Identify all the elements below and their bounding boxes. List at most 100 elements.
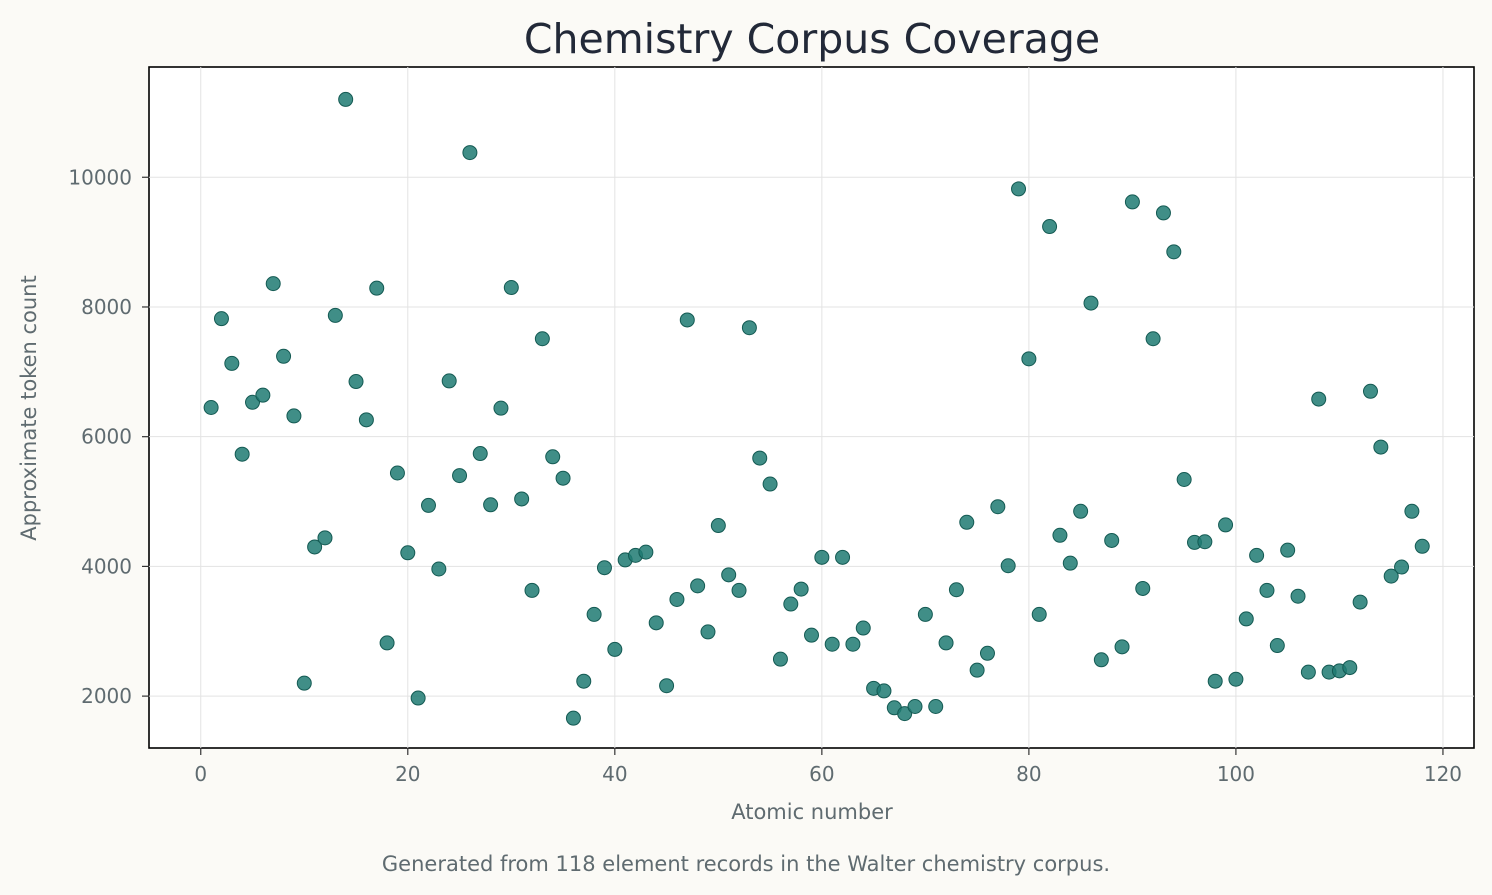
data-point	[1207, 673, 1223, 689]
data-point	[762, 476, 778, 492]
data-point	[669, 591, 685, 607]
x-tick-label: 100	[1217, 762, 1255, 786]
data-point	[1404, 503, 1420, 519]
data-point	[948, 582, 964, 598]
data-point	[389, 465, 405, 481]
data-point	[824, 636, 840, 652]
data-point	[1093, 652, 1109, 668]
data-point	[1124, 194, 1140, 210]
data-point	[420, 497, 436, 513]
data-point	[1311, 391, 1327, 407]
data-point	[472, 446, 488, 462]
grid-overlay	[149, 67, 1474, 748]
data-point	[731, 582, 747, 598]
data-point	[276, 348, 292, 364]
data-point	[793, 581, 809, 597]
data-point	[917, 606, 933, 622]
data-point	[441, 373, 457, 389]
data-point	[317, 530, 333, 546]
x-axis-label: Atomic number	[731, 800, 893, 824]
y-axis-ticks: 2000 4000 6000 8000 10000	[68, 165, 149, 708]
y-tick-label: 10000	[68, 165, 132, 189]
data-point	[938, 635, 954, 651]
data-point	[710, 518, 726, 534]
x-tick-label: 80	[1016, 762, 1041, 786]
y-tick-label: 8000	[81, 295, 132, 319]
data-point	[576, 673, 592, 689]
data-point	[1021, 351, 1037, 367]
data-point	[296, 675, 312, 691]
data-point	[638, 544, 654, 560]
data-point	[1290, 588, 1306, 604]
data-point	[721, 567, 737, 583]
data-point	[1176, 471, 1192, 487]
data-point	[1269, 638, 1285, 654]
x-tick-label: 120	[1424, 762, 1462, 786]
data-point	[659, 678, 675, 694]
y-axis-label: Approximate token count	[17, 275, 41, 540]
data-point	[1114, 639, 1130, 655]
data-point	[224, 355, 240, 371]
data-point	[555, 470, 571, 486]
chart-caption: Generated from 118 element records in th…	[382, 852, 1110, 876]
data-point	[1042, 219, 1058, 235]
data-point	[410, 690, 426, 706]
data-point	[814, 549, 830, 565]
data-point	[255, 387, 271, 403]
data-point	[358, 412, 374, 428]
data-point	[1352, 594, 1368, 610]
data-point	[431, 561, 447, 577]
data-point	[648, 615, 664, 631]
data-point	[565, 710, 581, 726]
y-tick-label: 2000	[81, 684, 132, 708]
data-point	[700, 624, 716, 640]
data-point	[286, 408, 302, 424]
y-tick-label: 6000	[81, 425, 132, 449]
data-point	[307, 539, 323, 555]
data-point	[514, 491, 530, 507]
data-point	[1031, 606, 1047, 622]
data-point	[1083, 295, 1099, 311]
data-point	[1052, 527, 1068, 543]
data-point	[503, 280, 519, 296]
data-point	[534, 331, 550, 347]
data-point	[876, 683, 892, 699]
data-point	[493, 400, 509, 416]
data-point	[690, 578, 706, 594]
y-tick-label: 4000	[81, 554, 132, 578]
data-point	[1414, 538, 1430, 554]
data-point	[990, 499, 1006, 515]
data-point	[1062, 555, 1078, 571]
data-point	[1362, 383, 1378, 399]
data-point	[783, 596, 799, 612]
data-point	[524, 582, 540, 598]
data-point	[855, 620, 871, 636]
x-tick-label: 40	[602, 762, 627, 786]
data-point	[1000, 558, 1016, 574]
data-point	[1135, 580, 1151, 596]
data-point	[804, 627, 819, 643]
data-point	[1073, 503, 1089, 519]
data-point	[596, 560, 612, 576]
data-point	[1342, 660, 1358, 676]
data-point	[462, 145, 478, 161]
x-axis-ticks: 0 20 40 60 80 100 120	[194, 748, 1462, 786]
data-point	[979, 645, 995, 661]
data-point	[586, 606, 602, 622]
data-point	[969, 662, 985, 678]
data-point	[772, 651, 788, 667]
data-point	[1197, 534, 1213, 550]
data-point	[483, 497, 499, 513]
data-point	[265, 276, 281, 292]
data-point	[545, 449, 561, 465]
x-tick-label: 20	[395, 762, 420, 786]
data-point	[1394, 559, 1410, 575]
data-point	[369, 280, 385, 296]
data-point	[213, 311, 229, 327]
data-point	[1166, 244, 1182, 260]
data-point	[245, 394, 261, 410]
data-point	[1300, 664, 1316, 680]
data-point	[400, 545, 416, 561]
data-point	[1249, 547, 1265, 563]
